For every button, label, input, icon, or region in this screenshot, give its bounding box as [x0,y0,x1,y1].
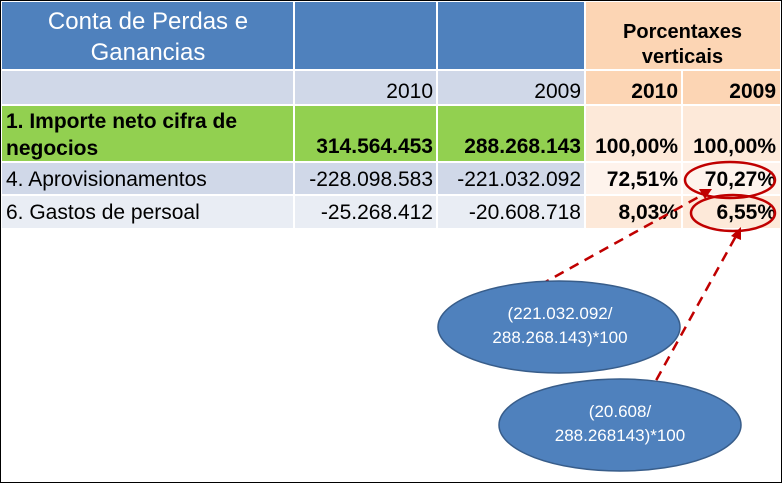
grid-line [584,2,586,228]
grid-line [293,2,295,228]
calc-bubble-2-line1: (20.608/ [588,402,652,421]
year-header-2009: 2009 [437,70,585,105]
pct-gastos-persoal-2010: 8,03% [585,195,682,228]
row-label-gastos-persoal: 6. Gastos de persoal [2,195,294,228]
table-title: Conta de Perdas e Ganancias [47,8,249,66]
percent-header: Porcentaxes verticais [623,21,742,68]
value-aprovisionamentos-2009: -221.032.092 [437,162,585,195]
value-aprovisionamentos-2010: -228.098.583 [294,162,437,195]
row-label-importe: 1. Importe neto cifra de negocios [2,105,294,162]
calc-bubble-1-line1: (221.032.092/ [507,304,613,323]
grid-line [681,70,683,228]
header-blank-2 [437,2,585,70]
header-blank-1 [294,2,437,70]
grid-line [2,194,780,196]
row-label-aprovisionamentos: 4. Aprovisionamentos [2,162,294,195]
calc-bubble-1 [437,280,681,374]
calc-bubble-1-line2: 288.268.143)*100 [492,328,628,347]
year-row-label-cell [2,70,294,105]
value-importe-2009: 288.268.143 [437,105,585,162]
dashed-arrow-2 [646,235,738,396]
pct-header-2010: 2010 [585,70,682,105]
table-title-cell: Conta de Perdas e Ganancias [2,2,294,70]
row-label-text: 1. Importe neto cifra de negocios [6,110,238,160]
pct-header-2009: 2009 [682,70,780,105]
value-importe-2010: 314.564.453 [294,105,437,162]
grid-line [2,104,780,106]
calc-bubble-2-text: (20.608/ 288.268143)*100 [500,400,740,448]
calc-bubble-2-line2: 288.268143)*100 [554,426,686,445]
grid-line [2,69,780,71]
dashed-arrow-1 [539,192,705,287]
percent-header-cell: Porcentaxes verticais [585,2,780,70]
grid-line [436,2,438,228]
pct-aprovisionamentos-2010: 72,51% [585,162,682,195]
pct-importe-2010: 100,00% [585,105,682,162]
year-header-2010: 2010 [294,70,437,105]
pct-importe-2009: 100,00% [682,105,780,162]
value-gastos-persoal-2009: -20.608.718 [437,195,585,228]
highlight-circle-70-27 [683,160,777,200]
highlight-circle-6-55 [689,193,777,233]
grid-line [2,161,780,163]
calc-bubble-1-text: (221.032.092/ 288.268.143)*100 [440,302,680,350]
value-gastos-persoal-2010: -25.268.412 [294,195,437,228]
calc-bubble-2 [498,378,742,472]
arrow-head-1 [699,189,712,199]
arrow-head-2 [731,227,741,240]
